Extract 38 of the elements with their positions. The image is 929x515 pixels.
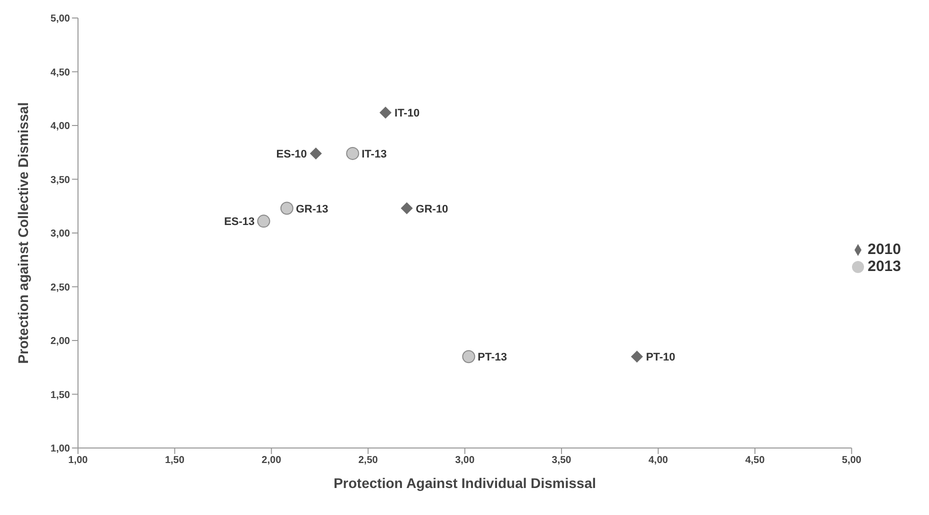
annotation: GR-13 xyxy=(296,203,328,216)
annotation: IT-10 xyxy=(394,108,420,120)
y-tick-label: 1,00 xyxy=(50,444,70,455)
y-tick-label: 3,00 xyxy=(50,228,70,240)
x-tick-label: 1,50 xyxy=(164,455,185,466)
annotation: ES-13 xyxy=(224,216,255,228)
point xyxy=(257,214,270,228)
point xyxy=(400,202,413,214)
x-axis-title: Protection Against Individual Dismissal xyxy=(334,475,596,491)
annotation: IT-13 xyxy=(362,148,387,160)
x-tick-label: 3,00 xyxy=(455,455,475,466)
point xyxy=(310,147,322,160)
y-tick-label: 4,50 xyxy=(50,67,70,78)
annotation: ES-10 xyxy=(276,148,307,160)
x-tick-label: 4,00 xyxy=(648,455,668,466)
y-tick-label: 2,00 xyxy=(50,336,70,348)
point xyxy=(630,350,643,363)
legend-label: 2010 xyxy=(868,241,901,258)
point xyxy=(380,106,392,119)
point xyxy=(346,146,360,160)
annotation: PT-10 xyxy=(646,352,676,364)
y-tick-label: 1,50 xyxy=(50,390,70,401)
y-tick-label: 5,00 xyxy=(50,14,70,25)
y-tick-label: 4,00 xyxy=(50,121,70,132)
x-tick-label: 4,50 xyxy=(745,455,766,466)
annotation: PT-13 xyxy=(478,352,508,364)
point xyxy=(280,202,294,215)
x-tick-label: 5,00 xyxy=(842,455,862,466)
point xyxy=(462,350,476,364)
y-tick-label: 3,50 xyxy=(50,174,70,186)
legend-label: 2013 xyxy=(868,258,901,275)
annotation: GR-10 xyxy=(416,203,448,216)
y-axis-title: Protection against Collective Dismissal xyxy=(14,102,31,364)
x-tick-label: 1,00 xyxy=(68,455,88,466)
x-tick-label: 2,00 xyxy=(262,455,282,466)
x-tick-label: 2,50 xyxy=(358,455,378,466)
x-tick-label: 3,50 xyxy=(552,455,572,466)
y-tick-label: 2,50 xyxy=(50,282,70,294)
